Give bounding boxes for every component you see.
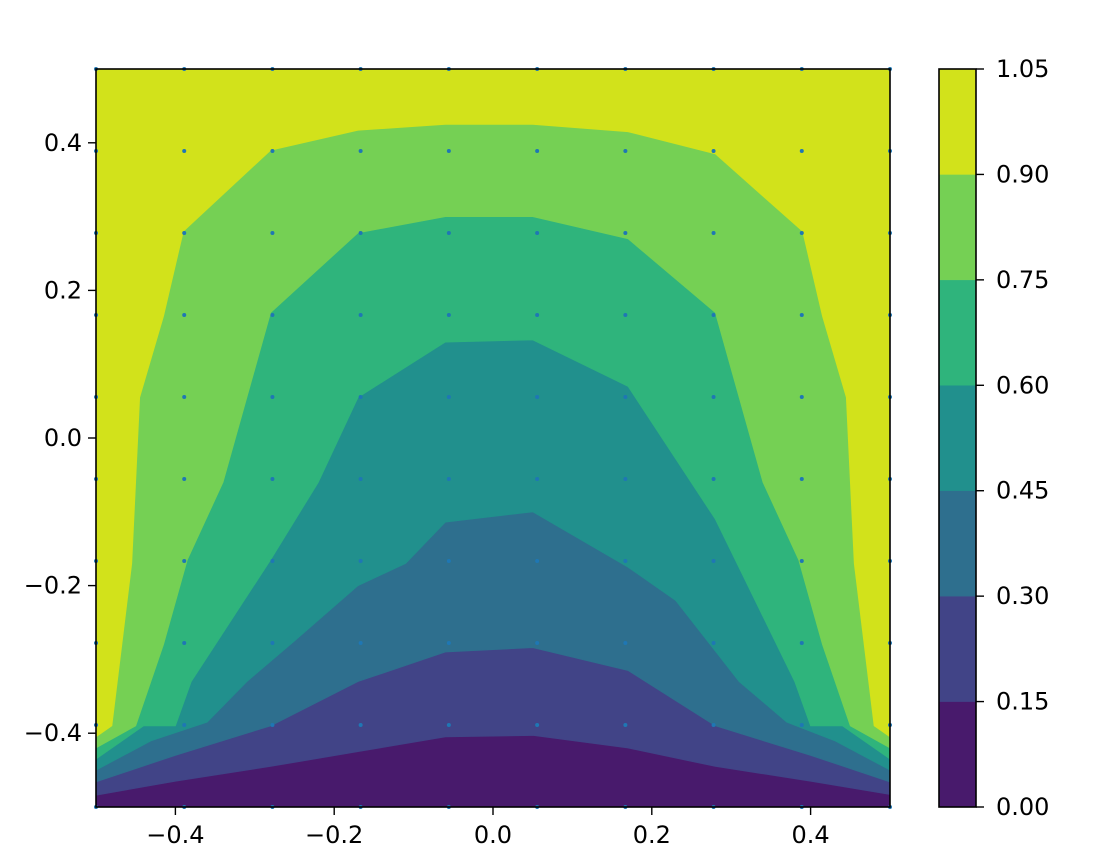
sample-point-2-6: [270, 312, 275, 317]
sample-point-1-5: [182, 394, 187, 399]
sample-point-5-7: [535, 230, 540, 235]
sample-point-8-3: [799, 559, 804, 564]
sample-point-3-6: [358, 312, 363, 317]
sample-point-6-3: [623, 559, 628, 564]
x-tick-label-0: −0.4: [146, 821, 204, 849]
sample-point-4-4: [446, 477, 451, 482]
sample-point-6-4: [623, 477, 628, 482]
sample-point-3-1: [358, 723, 363, 728]
sample-point-3-8: [358, 148, 363, 153]
sample-point-8-1: [799, 723, 804, 728]
contour-band-6: [96, 69, 890, 738]
sample-point-4-5: [446, 394, 451, 399]
sample-point-7-7: [711, 230, 716, 235]
sample-point-5-1: [535, 723, 540, 728]
colorbar-segment-5: [938, 174, 977, 281]
sample-point-2-8: [270, 148, 275, 153]
y-tick-label-0: −0.4: [24, 719, 82, 747]
sample-point-3-5: [358, 394, 363, 399]
sample-point-1-6: [182, 312, 187, 317]
colorbar-tick-label-4: 0.60: [996, 371, 1049, 399]
sample-point-5-4: [535, 477, 540, 482]
sample-point-1-8: [182, 148, 187, 153]
y-tick-label-3: 0.2: [44, 276, 82, 304]
colorbar-tick-label-5: 0.75: [996, 266, 1049, 294]
sample-point-8-2: [799, 641, 804, 646]
sample-point-1-3: [182, 559, 187, 564]
sample-point-2-7: [270, 230, 275, 235]
sample-point-8-5: [799, 394, 804, 399]
sample-point-7-4: [711, 477, 716, 482]
sample-point-6-1: [623, 723, 628, 728]
sample-point-2-4: [270, 477, 275, 482]
sample-point-5-6: [535, 312, 540, 317]
y-axis: −0.4 −0.2 0.0 0.2 0.4: [24, 129, 96, 747]
colorbar-tick-label-1: 0.15: [996, 688, 1049, 716]
colorbar-tick-label-0: 0.00: [996, 793, 1049, 821]
sample-point-4-8: [446, 148, 451, 153]
plot-area: [96, 69, 890, 807]
sample-point-6-8: [623, 148, 628, 153]
x-tick-label-4: 0.4: [792, 821, 830, 849]
colorbar-segment-0: [938, 701, 977, 808]
y-tick-label-2: 0.0: [44, 424, 82, 452]
sample-point-7-3: [711, 559, 716, 564]
sample-points: [94, 67, 892, 809]
sample-point-5-5: [535, 394, 540, 399]
sample-point-7-6: [711, 312, 716, 317]
sample-point-6-5: [623, 394, 628, 399]
x-tick-label-2: 0.0: [474, 821, 512, 849]
colorbar-frame: [938, 68, 977, 808]
sample-point-8-6: [799, 312, 804, 317]
colorbar: 0.00 0.15 0.30 0.45 0.60 0.75 0.90 1.05: [938, 55, 1049, 821]
sample-point-4-2: [446, 641, 451, 646]
sample-point-3-3: [358, 559, 363, 564]
colorbar-segment-2: [938, 490, 977, 597]
colorbar-segment-1: [938, 595, 977, 702]
sample-point-7-1: [711, 723, 716, 728]
sample-point-8-7: [799, 230, 804, 235]
sample-point-7-5: [711, 394, 716, 399]
sample-point-3-4: [358, 477, 363, 482]
y-tick-label-4: 0.4: [44, 129, 82, 157]
sample-point-8-8: [799, 148, 804, 153]
sample-point-5-8: [535, 148, 540, 153]
sample-point-1-2: [182, 641, 187, 646]
sample-point-2-5: [270, 394, 275, 399]
sample-point-4-7: [446, 230, 451, 235]
colorbar-segment-6: [938, 68, 977, 175]
sample-point-3-7: [358, 230, 363, 235]
colorbar-tick-label-6: 0.90: [996, 160, 1049, 188]
sample-point-7-8: [711, 148, 716, 153]
colorbar-segment-4: [938, 279, 977, 386]
sample-point-2-1: [270, 723, 275, 728]
colorbar-tick-label-2: 0.30: [996, 582, 1049, 610]
sample-point-6-6: [623, 312, 628, 317]
sample-point-5-3: [535, 559, 540, 564]
sample-point-1-7: [182, 230, 187, 235]
sample-point-1-1: [182, 723, 187, 728]
sample-point-4-3: [446, 559, 451, 564]
x-axis: −0.4 −0.2 0.0 0.2 0.4: [146, 807, 830, 849]
sample-point-7-2: [711, 641, 716, 646]
x-tick-label-1: −0.2: [305, 821, 363, 849]
sample-point-4-1: [446, 723, 451, 728]
colorbar-tick-label-3: 0.45: [996, 477, 1049, 505]
sample-point-6-2: [623, 641, 628, 646]
y-tick-label-1: −0.2: [24, 572, 82, 600]
colorbar-tick-label-7: 1.05: [996, 55, 1049, 83]
x-tick-label-3: 0.2: [633, 821, 671, 849]
sample-point-3-2: [358, 641, 363, 646]
sample-point-2-2: [270, 641, 275, 646]
sample-point-4-6: [446, 312, 451, 317]
sample-point-2-3: [270, 559, 275, 564]
sample-point-5-2: [535, 641, 540, 646]
colorbar-segment-3: [938, 385, 977, 491]
sample-point-8-4: [799, 477, 804, 482]
sample-point-1-4: [182, 477, 187, 482]
sample-point-6-7: [623, 230, 628, 235]
